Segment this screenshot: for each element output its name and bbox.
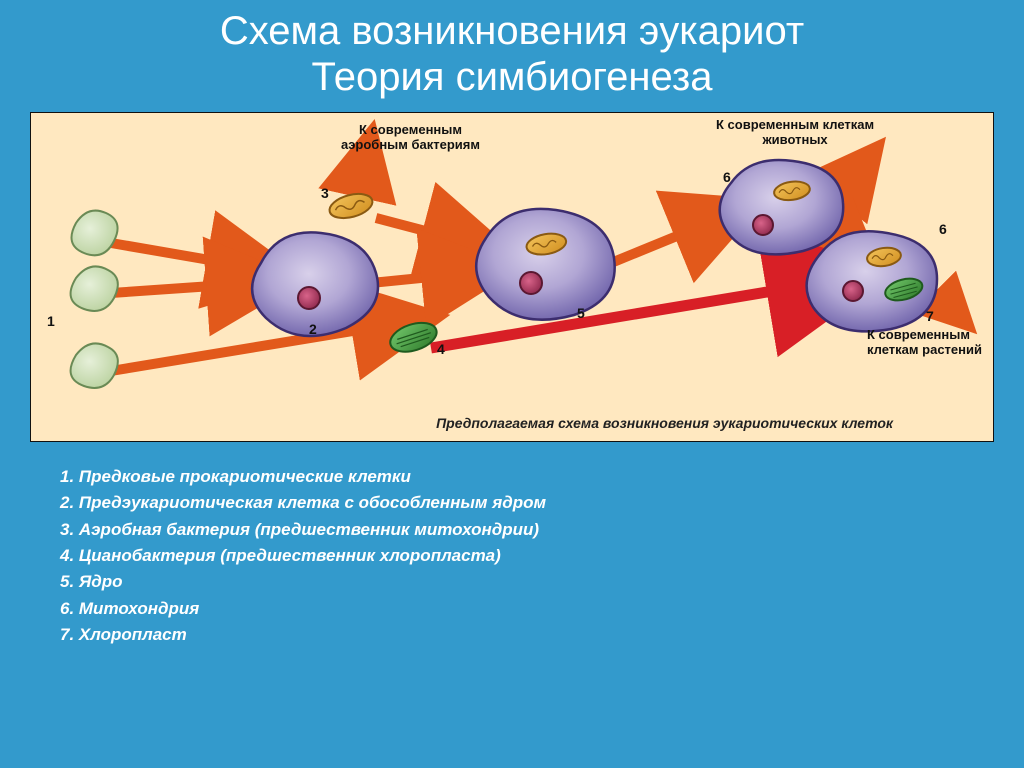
legend-item-3: 3. Аэробная бактерия (предшественник мит…	[60, 517, 964, 543]
title-line-2: Теория симбиогенеза	[312, 55, 713, 99]
cell-with-mito-icon	[476, 209, 614, 320]
legend-item-5: 5. Ядро	[60, 569, 964, 595]
symbiogenesis-diagram: 1 2 3 4 5 6 6 7 К современным аэробным б…	[30, 112, 994, 442]
num-2: 2	[309, 321, 317, 337]
legend-item-7: 7. Хлоропласт	[60, 622, 964, 648]
diagram-container: 1 2 3 4 5 6 6 7 К современным аэробным б…	[30, 112, 994, 442]
num-6b: 6	[939, 221, 947, 237]
label-animal: К современным клеткам животных	[716, 118, 874, 148]
slide-title: Схема возникновения эукариот Теория симб…	[0, 0, 1024, 112]
num-7: 7	[926, 308, 934, 324]
num-6a: 6	[723, 169, 731, 185]
prokaryote-cell-icon	[71, 211, 118, 388]
legend-item-1: 1. Предковые прокариотические клетки	[60, 464, 964, 490]
diagram-caption: Предполагаемая схема возникновения эукар…	[436, 415, 893, 431]
plant-cell-icon	[807, 231, 937, 331]
legend-item-6: 6. Митохондрия	[60, 596, 964, 622]
num-1: 1	[47, 313, 55, 329]
num-4: 4	[437, 341, 445, 357]
title-line-1: Схема возникновения эукариот	[220, 9, 804, 53]
legend-item-2: 2. Предэукариотическая клетка с обособле…	[60, 490, 964, 516]
animal-cell-icon	[720, 160, 844, 254]
label-plant: К современным клеткам растений	[867, 328, 982, 358]
mitochondrion-icon	[327, 190, 375, 223]
legend-list: 1. Предковые прокариотические клетки 2. …	[60, 464, 964, 648]
num-3: 3	[321, 185, 329, 201]
diagram-svg	[31, 113, 995, 443]
label-aerobic: К современным аэробным бактериям	[341, 123, 480, 153]
num-5: 5	[577, 305, 585, 321]
legend-item-4: 4. Цианобактерия (предшественник хлоропл…	[60, 543, 964, 569]
